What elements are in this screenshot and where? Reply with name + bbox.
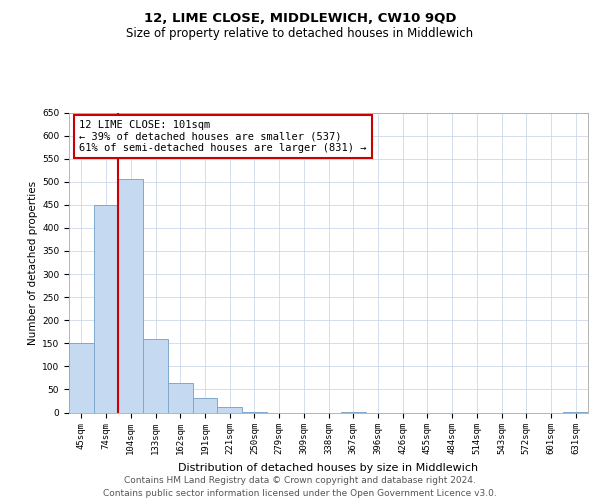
Bar <box>143 338 168 412</box>
Bar <box>118 178 143 412</box>
Bar <box>69 344 94 412</box>
Y-axis label: Number of detached properties: Number of detached properties <box>28 180 38 344</box>
Text: 12 LIME CLOSE: 101sqm
← 39% of detached houses are smaller (537)
61% of semi-det: 12 LIME CLOSE: 101sqm ← 39% of detached … <box>79 120 367 153</box>
Bar <box>168 382 193 412</box>
Bar <box>193 398 217 412</box>
Text: Contains HM Land Registry data © Crown copyright and database right 2024.
Contai: Contains HM Land Registry data © Crown c… <box>103 476 497 498</box>
Bar <box>94 205 118 412</box>
Bar <box>217 407 242 412</box>
X-axis label: Distribution of detached houses by size in Middlewich: Distribution of detached houses by size … <box>178 463 479 473</box>
Text: 12, LIME CLOSE, MIDDLEWICH, CW10 9QD: 12, LIME CLOSE, MIDDLEWICH, CW10 9QD <box>144 12 456 26</box>
Text: Size of property relative to detached houses in Middlewich: Size of property relative to detached ho… <box>127 28 473 40</box>
